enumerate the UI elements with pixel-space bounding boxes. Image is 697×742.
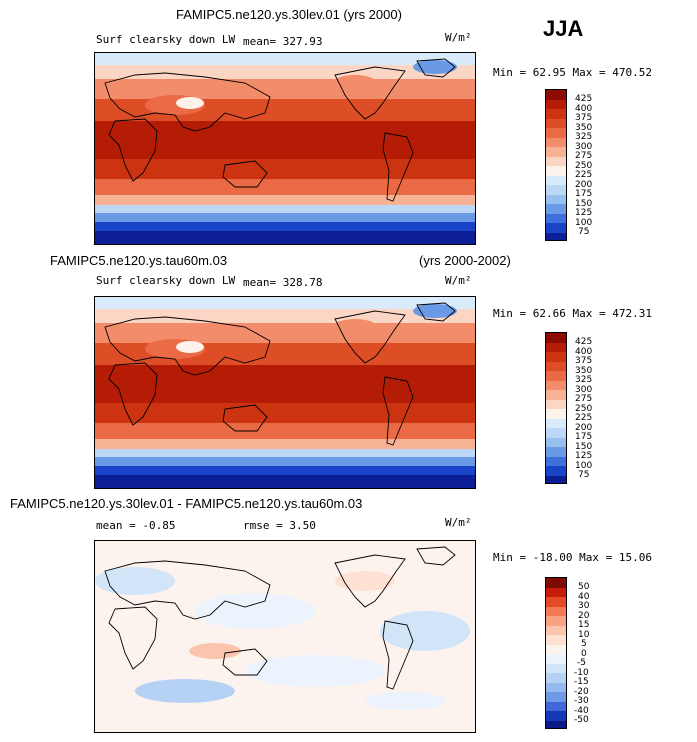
panel3-tick: 5: [581, 639, 587, 649]
panel1-variable: Surf clearsky down LW: [96, 33, 236, 46]
panel2-tick: 275: [575, 394, 593, 404]
panel1-tick: 375: [575, 113, 593, 123]
panel3-tick: -10: [574, 668, 589, 678]
panel2-title: FAMIPC5.ne120.ys.tau60m.03: [50, 253, 228, 268]
panel3-tick: 10: [578, 630, 590, 640]
panel2-variable: Surf clearsky down LW: [96, 274, 236, 287]
panel3-tick: -20: [574, 687, 589, 697]
panel3-tick: 20: [578, 611, 590, 621]
panel3-rmse: rmse = 3.50: [243, 519, 316, 532]
panel2-tick: 150: [575, 442, 593, 452]
panel2-tick: 300: [575, 385, 593, 395]
panel1-tick: 100: [575, 218, 593, 228]
panel1-stats: Min = 62.95 Max = 470.52: [493, 66, 652, 79]
season-label: JJA: [543, 16, 584, 41]
panel3-tick: -50: [574, 715, 589, 725]
panel1-units: W/m²: [445, 31, 472, 44]
panel2-mean: mean= 328.78: [243, 276, 323, 289]
panel1-map: [94, 52, 476, 245]
panel2-tick: 425: [575, 337, 593, 347]
panel1-colorbar: [545, 89, 567, 241]
panel2-years: (yrs 2000-2002): [419, 253, 511, 268]
panel3-mean: mean = -0.85: [96, 519, 176, 532]
panel3-map-field: [95, 541, 475, 732]
panel3-tick: -40: [574, 706, 589, 716]
panel1-tick: 200: [575, 180, 593, 190]
panel3-tick: 15: [578, 620, 590, 630]
panel3-tick: -15: [574, 677, 589, 687]
panel2-map: [94, 296, 476, 489]
panel2-tick: 100: [575, 461, 593, 471]
panel3-colorbar: [545, 577, 567, 729]
panel2-colorbar: [545, 332, 567, 484]
panel2-tick: 250: [575, 404, 593, 414]
panel1-title: FAMIPC5.ne120.ys.30lev.01 (yrs 2000): [176, 7, 402, 22]
panel1-tick: 325: [575, 132, 593, 142]
panel1-tick: 225: [575, 170, 593, 180]
panel2-tick: 375: [575, 356, 593, 366]
panel1-tick: 150: [575, 199, 593, 209]
panel1-mean: mean= 327.93: [243, 35, 323, 48]
panel3-title: FAMIPC5.ne120.ys.30lev.01 - FAMIPC5.ne12…: [10, 496, 363, 511]
panel3-tick: 50: [578, 582, 590, 592]
panel1-tick: 425: [575, 94, 593, 104]
panel2-tick: 325: [575, 375, 593, 385]
panel2-stats: Min = 62.66 Max = 472.31: [493, 307, 652, 320]
panel3-units: W/m²: [445, 516, 472, 529]
panel1-map-field: [95, 53, 475, 244]
panel1-tick: 300: [575, 142, 593, 152]
panel3-tick: 30: [578, 601, 590, 611]
panel1-tick: 400: [575, 104, 593, 114]
panel3-map: [94, 540, 476, 733]
panel1-tick: 275: [575, 151, 593, 161]
panel3-tick: -30: [574, 696, 589, 706]
panel1-tick: 75: [578, 227, 590, 237]
panel1-tick: 350: [575, 123, 593, 133]
panel2-tick: 175: [575, 432, 593, 442]
panel2-map-field: [95, 297, 475, 488]
panel1-tick: 125: [575, 208, 593, 218]
panel2-units: W/m²: [445, 274, 472, 287]
panel2-tick: 75: [578, 470, 590, 480]
panel3-tick: 0: [581, 649, 587, 659]
panel1-tick: 175: [575, 189, 593, 199]
panel3-stats: Min = -18.00 Max = 15.06: [493, 551, 652, 564]
panel2-tick: 350: [575, 366, 593, 376]
panel3-tick: 40: [578, 592, 590, 602]
panel1-tick: 250: [575, 161, 593, 171]
panel2-tick: 225: [575, 413, 593, 423]
panel3-tick: -5: [577, 658, 586, 668]
panel2-tick: 200: [575, 423, 593, 433]
panel2-tick: 125: [575, 451, 593, 461]
panel2-tick: 400: [575, 347, 593, 357]
